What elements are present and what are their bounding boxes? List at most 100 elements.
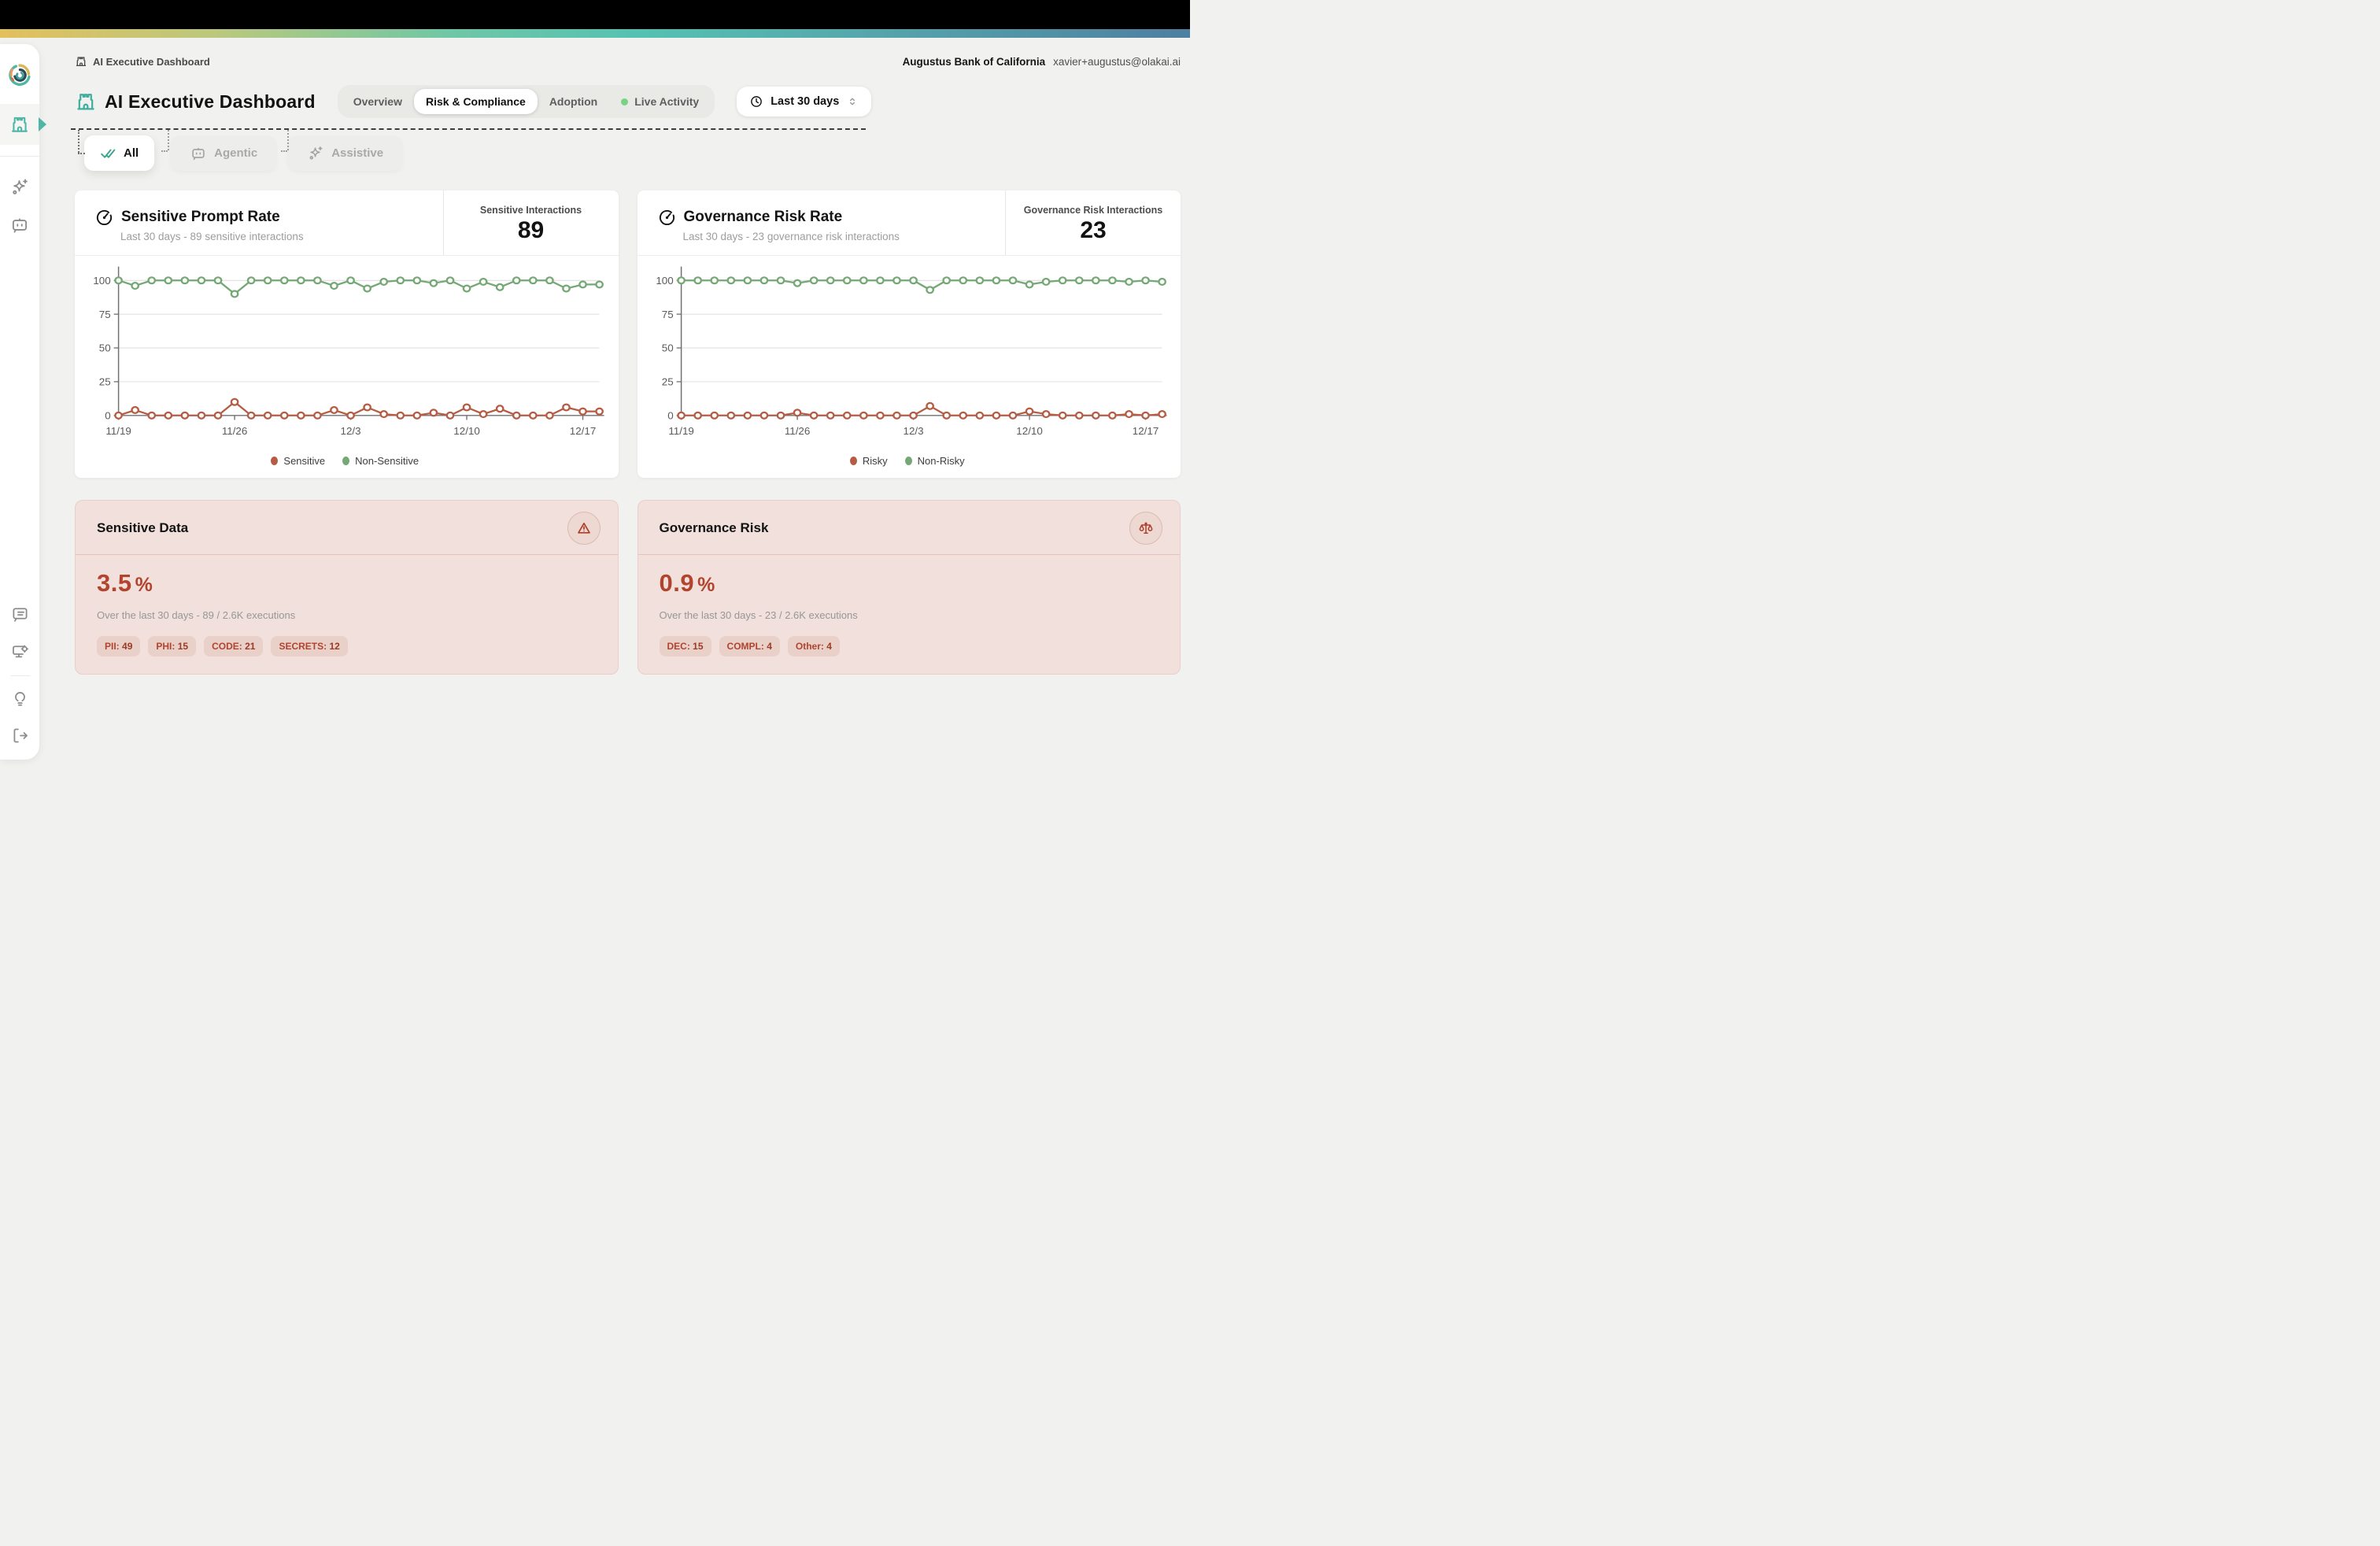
connector-stub — [168, 130, 169, 150]
alert-subtitle: Over the last 30 days - 23 / 2.6K execut… — [659, 609, 858, 621]
stat-box: Sensitive Interactions 89 — [442, 190, 619, 255]
sidebar-item-assistive[interactable] — [9, 177, 30, 198]
connector-stub — [78, 130, 79, 153]
governance-risk-rate-chart: 0 25 50 75 100 11/19 11/26 12/3 12/10 12/17 — [656, 266, 1167, 437]
breadcrumb-label: AI Executive Dashboard — [93, 55, 210, 68]
user-email: xavier+augustus@olakai.ai — [1053, 55, 1181, 68]
active-indicator-arrow — [39, 117, 46, 131]
series-non-risky — [676, 276, 1166, 294]
warning-triangle-icon[interactable] — [567, 512, 601, 545]
stat-box: Governance Risk Interactions 23 — [1005, 190, 1181, 255]
top-black-bar — [0, 0, 1190, 29]
alert-badges: PII: 49 PHI: 15 CODE: 21 SECRETS: 12 — [97, 636, 597, 656]
double-check-icon — [101, 149, 116, 158]
risk-badge: COMPL: 4 — [719, 636, 780, 656]
legend-item: Risky — [849, 455, 888, 467]
tab-risk-compliance[interactable]: Risk & Compliance — [413, 89, 538, 114]
svg-text:11/19: 11/19 — [668, 425, 694, 437]
sensitive-data-card: Sensitive Data 3.5% Over the last 30 day… — [75, 500, 619, 675]
risk-badge: DEC: 15 — [659, 636, 711, 656]
chart-legend: Risky Non-Risky — [642, 452, 1173, 478]
sidebar-item-feedback[interactable] — [10, 605, 30, 624]
legend-item: Non-Sensitive — [342, 455, 419, 467]
filter-chip-label: Agentic — [214, 146, 258, 160]
connector-stub — [78, 153, 85, 154]
filter-chip-agentic[interactable]: Agentic — [171, 135, 277, 171]
monitor-gear-icon — [12, 645, 28, 658]
logout-icon — [13, 728, 28, 743]
svg-text:50: 50 — [99, 342, 111, 354]
svg-text:12/17: 12/17 — [570, 425, 597, 437]
card-title: Governance Risk Rate — [683, 208, 843, 225]
brand-gradient-bar — [0, 29, 1190, 38]
chevron-up-down-icon — [850, 98, 856, 105]
legend-item: Non-Risky — [904, 455, 965, 467]
sidebar-divider — [9, 675, 30, 676]
governance-risk-card: Governance Risk 0.9% Over the last 30 da… — [637, 500, 1181, 675]
svg-text:11/26: 11/26 — [784, 425, 810, 437]
sparkles-icon — [309, 146, 323, 159]
legend-dot — [849, 457, 857, 465]
alert-title: Sensitive Data — [97, 520, 189, 535]
time-range-select[interactable]: Last 30 days — [737, 87, 872, 117]
card-subtitle: Last 30 days - 23 governance risk intera… — [682, 231, 900, 242]
sidebar-item-dashboard-active[interactable] — [0, 104, 46, 145]
page-title-text: AI Executive Dashboard — [105, 91, 316, 112]
svg-text:12/10: 12/10 — [453, 425, 480, 437]
connector-stub — [287, 130, 289, 150]
main-content: AI Executive Dashboard Augustus Bank of … — [39, 38, 1190, 773]
sparkles-icon — [13, 179, 28, 194]
svg-text:0: 0 — [667, 410, 673, 422]
castle-icon — [12, 117, 28, 132]
tab-overview[interactable]: Overview — [353, 95, 402, 108]
filter-chip-all[interactable]: All — [84, 135, 155, 171]
castle-icon — [76, 57, 87, 66]
risk-badge: Other: 4 — [787, 636, 840, 656]
tab-adoption[interactable]: Adoption — [549, 95, 598, 108]
connector-dashed-line — [71, 128, 866, 130]
view-tabs: Overview Risk & Compliance Adoption Live Ac… — [337, 85, 715, 118]
svg-text:75: 75 — [661, 309, 673, 320]
legend-dot — [342, 457, 350, 465]
legend-dot — [904, 457, 912, 465]
svg-text:0: 0 — [105, 410, 110, 422]
sidebar-item-help[interactable] — [10, 689, 30, 708]
page-title: AI Executive Dashboard — [75, 91, 316, 113]
card-title: Sensitive Prompt Rate — [121, 208, 280, 225]
filter-chip-assistive[interactable]: Assistive — [288, 135, 403, 171]
svg-text:50: 50 — [661, 342, 673, 354]
sidebar-item-agents[interactable] — [9, 215, 30, 235]
alert-subtitle: Over the last 30 days - 89 / 2.6K execut… — [97, 609, 296, 621]
clock-icon — [751, 96, 763, 107]
filter-chip-label: Assistive — [331, 146, 384, 160]
sidebar-divider — [0, 156, 39, 157]
org-name: Augustus Bank of California — [902, 55, 1046, 68]
svg-text:100: 100 — [93, 275, 110, 287]
risk-badge: SECRETS: 12 — [271, 636, 348, 656]
gauge-icon — [96, 209, 113, 226]
page: AI Executive Dashboard Augustus Bank of … — [0, 0, 1190, 773]
castle-icon — [77, 94, 94, 110]
sidebar-item-logout[interactable] — [10, 726, 30, 745]
swirl-logo[interactable] — [6, 61, 33, 88]
live-dot — [621, 98, 629, 105]
chat-icon — [12, 608, 28, 622]
stat-label: Governance Risk Interactions — [1023, 205, 1163, 216]
stat-value: 89 — [517, 217, 545, 243]
filter-chip-label: All — [124, 146, 139, 160]
stat-value: 23 — [1080, 217, 1107, 243]
svg-text:75: 75 — [99, 309, 111, 320]
breadcrumb: AI Executive Dashboard — [75, 55, 210, 68]
sidebar-item-system-settings[interactable] — [10, 642, 30, 661]
svg-text:12/17: 12/17 — [1132, 425, 1159, 437]
lightbulb-icon — [14, 692, 25, 706]
sensitive-prompt-rate-card: Sensitive Prompt Rate Last 30 days - 89 … — [75, 190, 619, 478]
sensitive-prompt-rate-chart: 0 25 50 75 100 11/19 11/26 12/3 12/10 12/17 — [93, 266, 604, 437]
risk-badge: PHI: 15 — [148, 636, 197, 656]
risk-badge: CODE: 21 — [204, 636, 264, 656]
scales-icon[interactable] — [1129, 512, 1162, 545]
series-sensitive — [114, 398, 604, 420]
robot-icon — [192, 147, 205, 160]
card-subtitle: Last 30 days - 89 sensitive interactions — [120, 231, 304, 242]
tab-live-activity[interactable]: Live Activity — [609, 89, 711, 114]
